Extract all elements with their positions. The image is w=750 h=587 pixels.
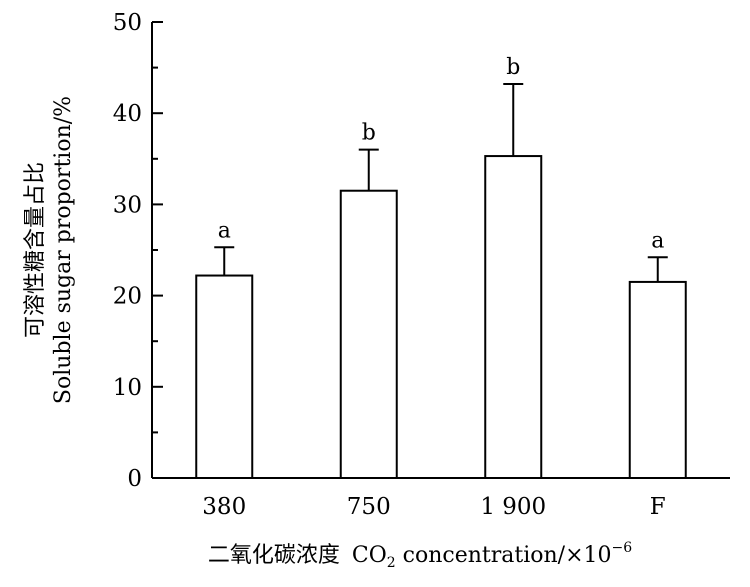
y-tick-label: 20 bbox=[113, 284, 142, 310]
significance-label: a bbox=[651, 228, 664, 253]
x-axis-title: 二氧化碳浓度 CO2 concentration/×10−6 bbox=[208, 540, 632, 571]
x-axis-title-sup: −6 bbox=[612, 540, 633, 556]
y-tick-label: 10 bbox=[113, 375, 142, 401]
bar bbox=[628, 280, 687, 480]
bar bbox=[484, 155, 543, 479]
y-axis-title-en: Soluble sugar proportion/% bbox=[51, 96, 76, 404]
significance-label: a bbox=[218, 218, 231, 243]
x-axis-title-en-prefix: CO bbox=[352, 543, 387, 568]
y-axis-title-zh: 可溶性糖含量占比 bbox=[23, 162, 48, 338]
y-tick-label: 40 bbox=[113, 101, 142, 127]
x-axis-title-zh: 二氧化碳浓度 bbox=[208, 543, 340, 568]
x-axis-title-sub: 2 bbox=[387, 555, 396, 571]
x-axis-title-en-suffix: concentration/×10 bbox=[396, 543, 612, 568]
significance-label: b bbox=[362, 121, 376, 146]
x-tick-label: F bbox=[650, 494, 666, 520]
bar bbox=[339, 189, 398, 479]
x-tick-label: 750 bbox=[347, 494, 391, 520]
bars bbox=[195, 83, 687, 480]
y-tick-label: 50 bbox=[113, 10, 142, 36]
x-tick-label: 1 900 bbox=[480, 494, 546, 520]
y-axis-title: 可溶性糖含量占比 Soluble sugar proportion/% bbox=[23, 96, 76, 404]
y-tick-label: 0 bbox=[127, 466, 142, 492]
labels: 0 10 20 30 40 50 a 380 b 750 b 1 900 a F bbox=[113, 10, 666, 520]
y-tick-label: 30 bbox=[113, 192, 142, 218]
bar bbox=[195, 274, 254, 480]
x-tick-label: 380 bbox=[202, 494, 246, 520]
significance-label: b bbox=[506, 55, 520, 80]
